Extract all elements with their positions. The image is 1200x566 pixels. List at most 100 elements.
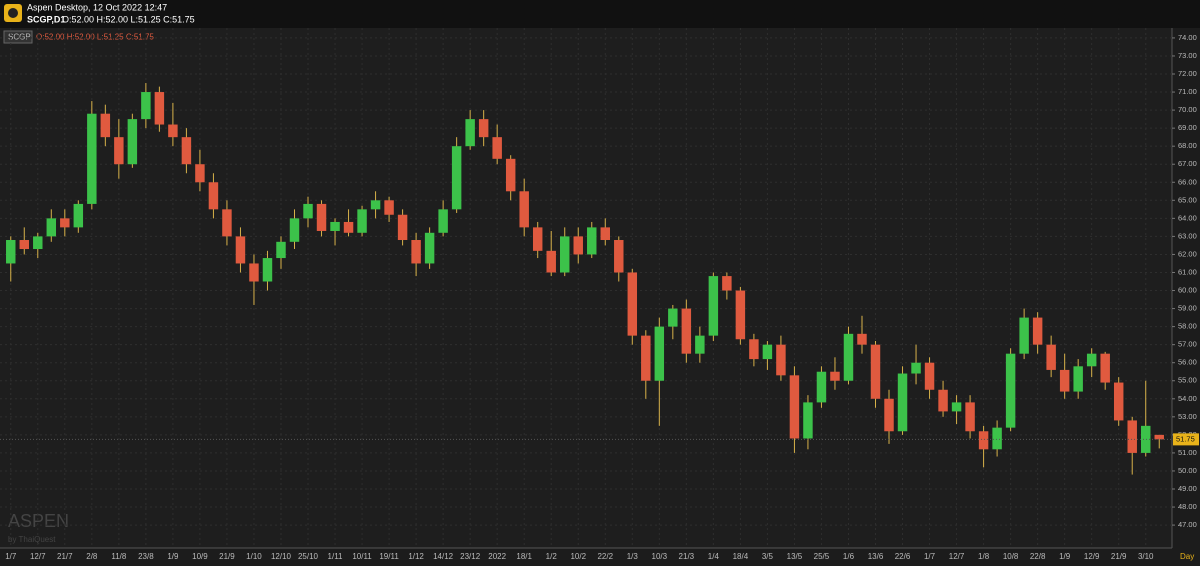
y-tick-label: 48.00 (1178, 502, 1197, 511)
candle-body (519, 191, 529, 228)
candle-body (1059, 369, 1070, 392)
candle-body (303, 203, 313, 219)
x-tick-label: 2/8 (86, 552, 98, 561)
y-tick-label: 58.00 (1178, 322, 1197, 331)
candle-body (1046, 344, 1056, 370)
y-tick-label: 55.00 (1178, 376, 1197, 385)
candle-body (924, 362, 935, 390)
x-tick-label: 23/12 (460, 552, 481, 561)
watermark-by: by ThaiQuest (8, 535, 56, 544)
candle-body (262, 258, 273, 282)
x-tick-label: 13/6 (868, 552, 884, 561)
candle-body (803, 402, 813, 439)
x-tick-label: 1/11 (328, 552, 344, 561)
x-tick-label: 1/10 (246, 552, 262, 561)
candle-body (87, 113, 97, 204)
candle-body (424, 232, 435, 264)
candle-body (370, 200, 381, 210)
y-tick-label: 50.00 (1178, 466, 1197, 475)
x-tick-label: 10/3 (652, 552, 668, 561)
y-tick-label: 51.00 (1178, 448, 1197, 457)
candle-body (884, 398, 894, 432)
candle-body (573, 236, 583, 255)
candle-body (492, 137, 502, 159)
candle-body (465, 119, 475, 147)
candle-body (289, 218, 300, 242)
y-tick-label: 66.00 (1178, 177, 1197, 186)
x-tick-label: 1/6 (843, 552, 855, 561)
candle-body (627, 272, 638, 336)
y-tick-label: 72.00 (1178, 69, 1197, 78)
y-tick-label: 54.00 (1178, 394, 1197, 403)
x-tick-label: 2022 (488, 552, 506, 561)
x-tick-label: 1/7 (924, 552, 936, 561)
x-tick-label: 19/11 (379, 552, 399, 561)
candle-body (600, 227, 610, 241)
x-tick-label: 13/5 (787, 552, 803, 561)
ohlc-header: O:52.00 H:52.00 L:51.25 C:51.75 (62, 14, 195, 24)
candle-body (749, 339, 759, 360)
x-tick-label: 23/8 (138, 552, 154, 561)
x-tick-label: 12/7 (30, 552, 46, 561)
candle-body (1073, 366, 1083, 392)
candle-body (114, 137, 124, 165)
x-tick-label: 22/6 (895, 552, 911, 561)
window-title: Aspen Desktop, 12 Oct 2022 12:47 (27, 2, 167, 12)
candle-body (141, 92, 151, 120)
last-price-label: 51.75 (1176, 434, 1195, 443)
candle-body (357, 209, 367, 233)
candle-body (438, 209, 448, 233)
y-tick-label: 49.00 (1178, 484, 1197, 493)
y-tick-label: 56.00 (1178, 358, 1197, 367)
candle-body (316, 203, 327, 231)
x-tick-label: 14/12 (433, 552, 454, 561)
candle-body (762, 344, 773, 360)
candle-body (722, 276, 732, 291)
candle-body (1005, 353, 1016, 428)
x-tick-label: 18/4 (733, 552, 749, 561)
last-price-box (1173, 433, 1199, 446)
candle-body (411, 240, 421, 264)
candle-body (276, 241, 286, 259)
candle-body (451, 146, 462, 210)
x-tick-label: 10/11 (352, 552, 372, 561)
y-tick-label: 64.00 (1178, 213, 1197, 222)
legend-ohlc: O:52.00 H:52.00 L:51.25 C:51.75 (36, 33, 154, 42)
x-tick-label: 1/8 (978, 552, 990, 561)
candle-body (33, 236, 43, 250)
y-tick-label: 53.00 (1178, 412, 1197, 421)
candle-body (695, 335, 705, 354)
y-tick-label: 65.00 (1178, 195, 1197, 204)
x-tick-label: 3/10 (1138, 552, 1154, 561)
candle-body (1113, 382, 1124, 421)
candle-body (249, 263, 259, 282)
candle-body (195, 164, 205, 183)
x-tick-label: 1/4 (708, 552, 720, 561)
x-tick-label: 12/9 (1084, 552, 1100, 561)
candle-body (911, 362, 921, 374)
x-tick-label: 21/9 (1111, 552, 1127, 561)
candle-body (127, 119, 138, 165)
candle-body (505, 158, 516, 192)
app-icon-dot (8, 8, 18, 18)
candle-body (397, 214, 408, 241)
candle-body (857, 333, 867, 345)
candle-body (478, 119, 489, 138)
candle-body (168, 124, 178, 138)
candle-body (938, 389, 948, 412)
candle-body (681, 308, 692, 354)
x-tick-label: 1/7 (5, 552, 17, 561)
candle-body (654, 326, 665, 381)
candle-body (897, 373, 908, 432)
x-tick-label: 10/9 (192, 552, 208, 561)
x-tick-label: 22/8 (1030, 552, 1046, 561)
candle-body (951, 402, 962, 412)
x-tick-label: 25/5 (814, 552, 830, 561)
candle-body (73, 203, 84, 228)
x-tick-label: 1/12 (408, 552, 424, 561)
x-tick-label: 21/7 (57, 552, 73, 561)
candle-body (816, 371, 827, 403)
x-tick-label: 1/3 (627, 552, 639, 561)
candle-body (532, 227, 543, 251)
candle-body (330, 221, 340, 231)
